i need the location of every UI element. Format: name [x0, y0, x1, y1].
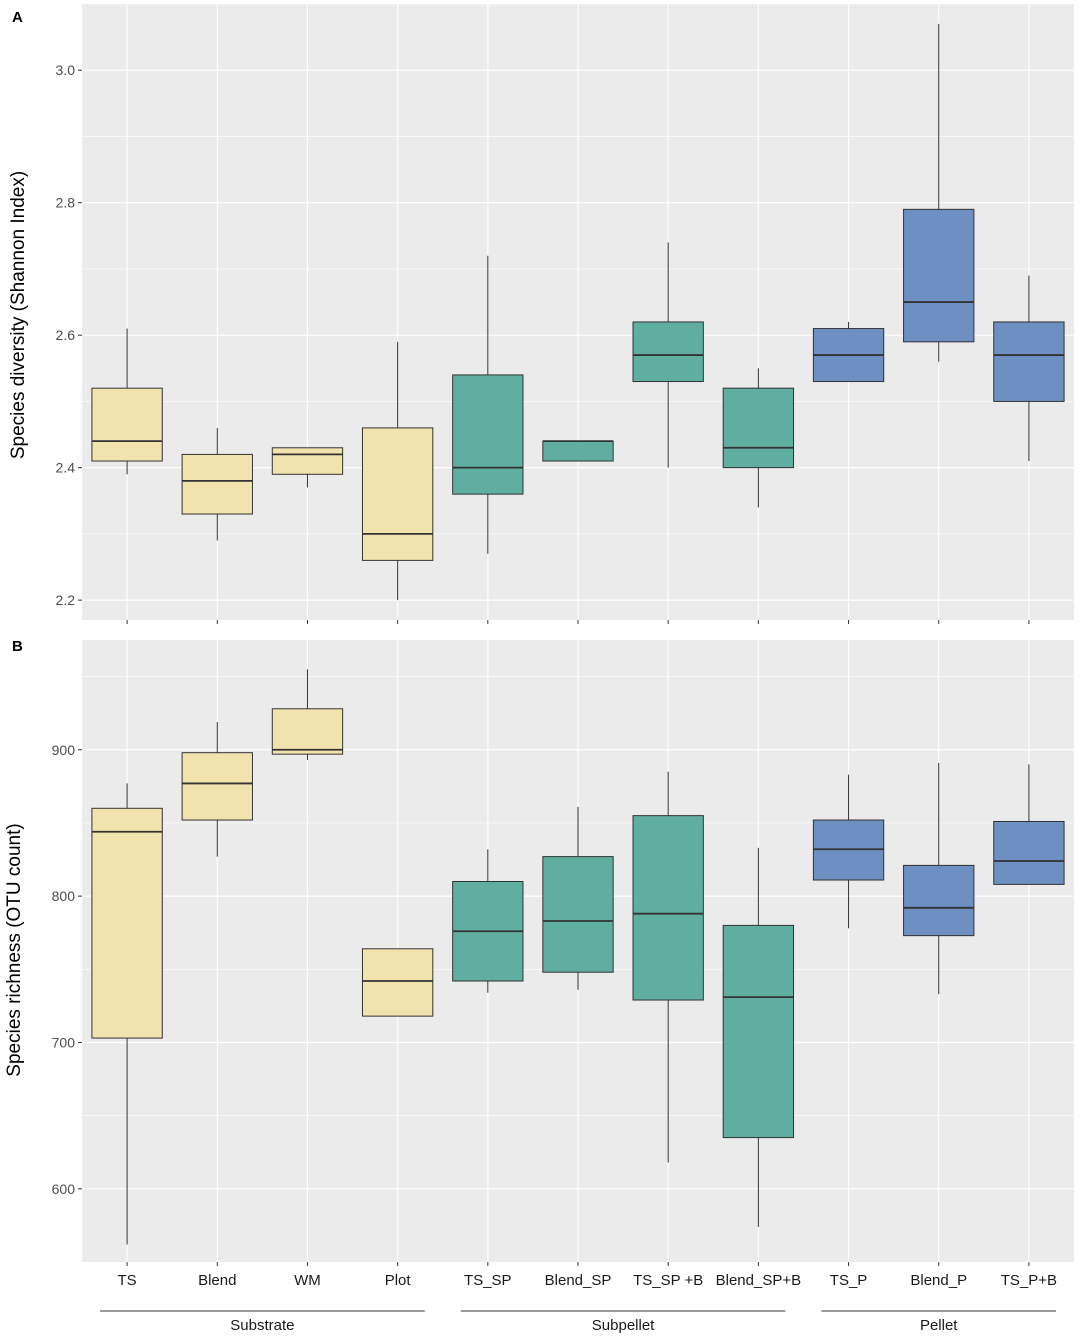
panel-label-b: B [12, 638, 23, 655]
boxplot-wm [271, 669, 344, 761]
y-tick-label: 2.8 [56, 195, 76, 211]
y-tick-label: 2.4 [56, 460, 76, 476]
boxplot-ts-p [812, 321, 885, 383]
x-tick-labels: TS Blend WM Plot TS_SP Blend_SP TS_SP +B Blend_… [118, 1272, 1058, 1289]
axis-a: 2.2 2.4 2.6 2.8 3.0 [56, 62, 1030, 624]
boxplot-blend-sp-b [722, 368, 795, 508]
box-iqr [542, 856, 614, 973]
box-iqr [722, 387, 795, 469]
y-tick-label: 700 [52, 1034, 76, 1050]
boxplot-ts-sp-b [632, 771, 704, 1163]
y-tick-label: 2.2 [56, 592, 76, 608]
group-label-substrate: Substrate [230, 1317, 294, 1334]
box-iqr [632, 321, 704, 383]
y-axis-label-b: Species richness (OTU count) [4, 823, 25, 1076]
x-tick-label: TS_SP [464, 1272, 512, 1289]
boxplot-blend [181, 721, 253, 857]
x-tick-label: Blend [198, 1272, 236, 1289]
y-tick-label: 800 [52, 888, 76, 904]
x-tick-label: TS_P [830, 1272, 868, 1289]
boxplot-ts-p-b [993, 275, 1065, 462]
group-label-pellet: Pellet [920, 1317, 958, 1334]
box-iqr [542, 440, 614, 462]
panel-b: B Species richness (OTU count) 600 700 800… [4, 638, 1074, 1266]
boxplot-ts-sp [452, 255, 524, 554]
box-iqr [181, 752, 253, 821]
box-iqr [361, 948, 434, 1017]
x-tick-label: Blend_P [910, 1272, 967, 1289]
group-brackets: Substrate Subpellet Pellet [100, 1310, 1056, 1334]
box-iqr [91, 807, 163, 1039]
y-tick-label: 600 [52, 1181, 76, 1197]
x-tick-label: TS_P+B [1001, 1272, 1057, 1289]
boxplot-blend-p [903, 762, 975, 995]
boxplot-blend-sp-b [722, 847, 795, 1227]
box-iqr [452, 374, 524, 495]
box-iqr [993, 820, 1065, 885]
boxplot-plot [361, 341, 434, 601]
boxplot-ts [91, 783, 163, 1245]
box-iqr [271, 447, 344, 475]
panel-a: A Species diversity (Shannon Index) 2.22… [8, 3, 1074, 624]
y-tick-label: 900 [52, 742, 76, 758]
box-iqr [722, 924, 795, 1139]
boxplot-ts-sp-b [632, 242, 704, 468]
box-iqr [993, 321, 1065, 402]
panel-label-a: A [12, 9, 23, 26]
box-iqr [361, 427, 434, 561]
boxplot-ts-p [812, 774, 885, 929]
x-tick-label: TS_SP +B [633, 1272, 703, 1289]
x-tick-label: Plot [385, 1272, 412, 1289]
x-tick-label: Blend_SP [545, 1272, 612, 1289]
box-iqr [903, 208, 975, 343]
x-tick-label: Blend_SP+B [716, 1272, 801, 1289]
boxplot-wm [271, 447, 344, 488]
boxplot-blend-sp [542, 806, 614, 990]
y-tick-label: 3.0 [56, 62, 76, 78]
box-iqr [181, 453, 253, 515]
boxplot-ts [91, 328, 163, 475]
boxplot-ts-sp [452, 849, 524, 993]
boxplot-blend-p [903, 23, 975, 362]
x-tick-label: WM [294, 1272, 321, 1289]
box-iqr [903, 864, 975, 937]
boxplots-a [91, 23, 1065, 601]
y-axis-label-a: Species diversity (Shannon Index) [8, 171, 29, 459]
x-tick-label: TS [118, 1272, 137, 1289]
box-iqr [91, 387, 163, 462]
boxplot-blend [181, 427, 253, 541]
boxplots-b [91, 669, 1065, 1245]
boxplot-plot [361, 948, 434, 1017]
axis-b: 600 700 800 900 [52, 742, 1030, 1266]
boxplot-ts-p-b [993, 764, 1065, 885]
box-iqr [271, 708, 344, 755]
y-tick-label: 2.6 [56, 327, 76, 343]
box-iqr [632, 815, 704, 1001]
group-label-subpellet: Subpellet [592, 1317, 655, 1334]
boxplot-blend-sp [542, 440, 614, 462]
